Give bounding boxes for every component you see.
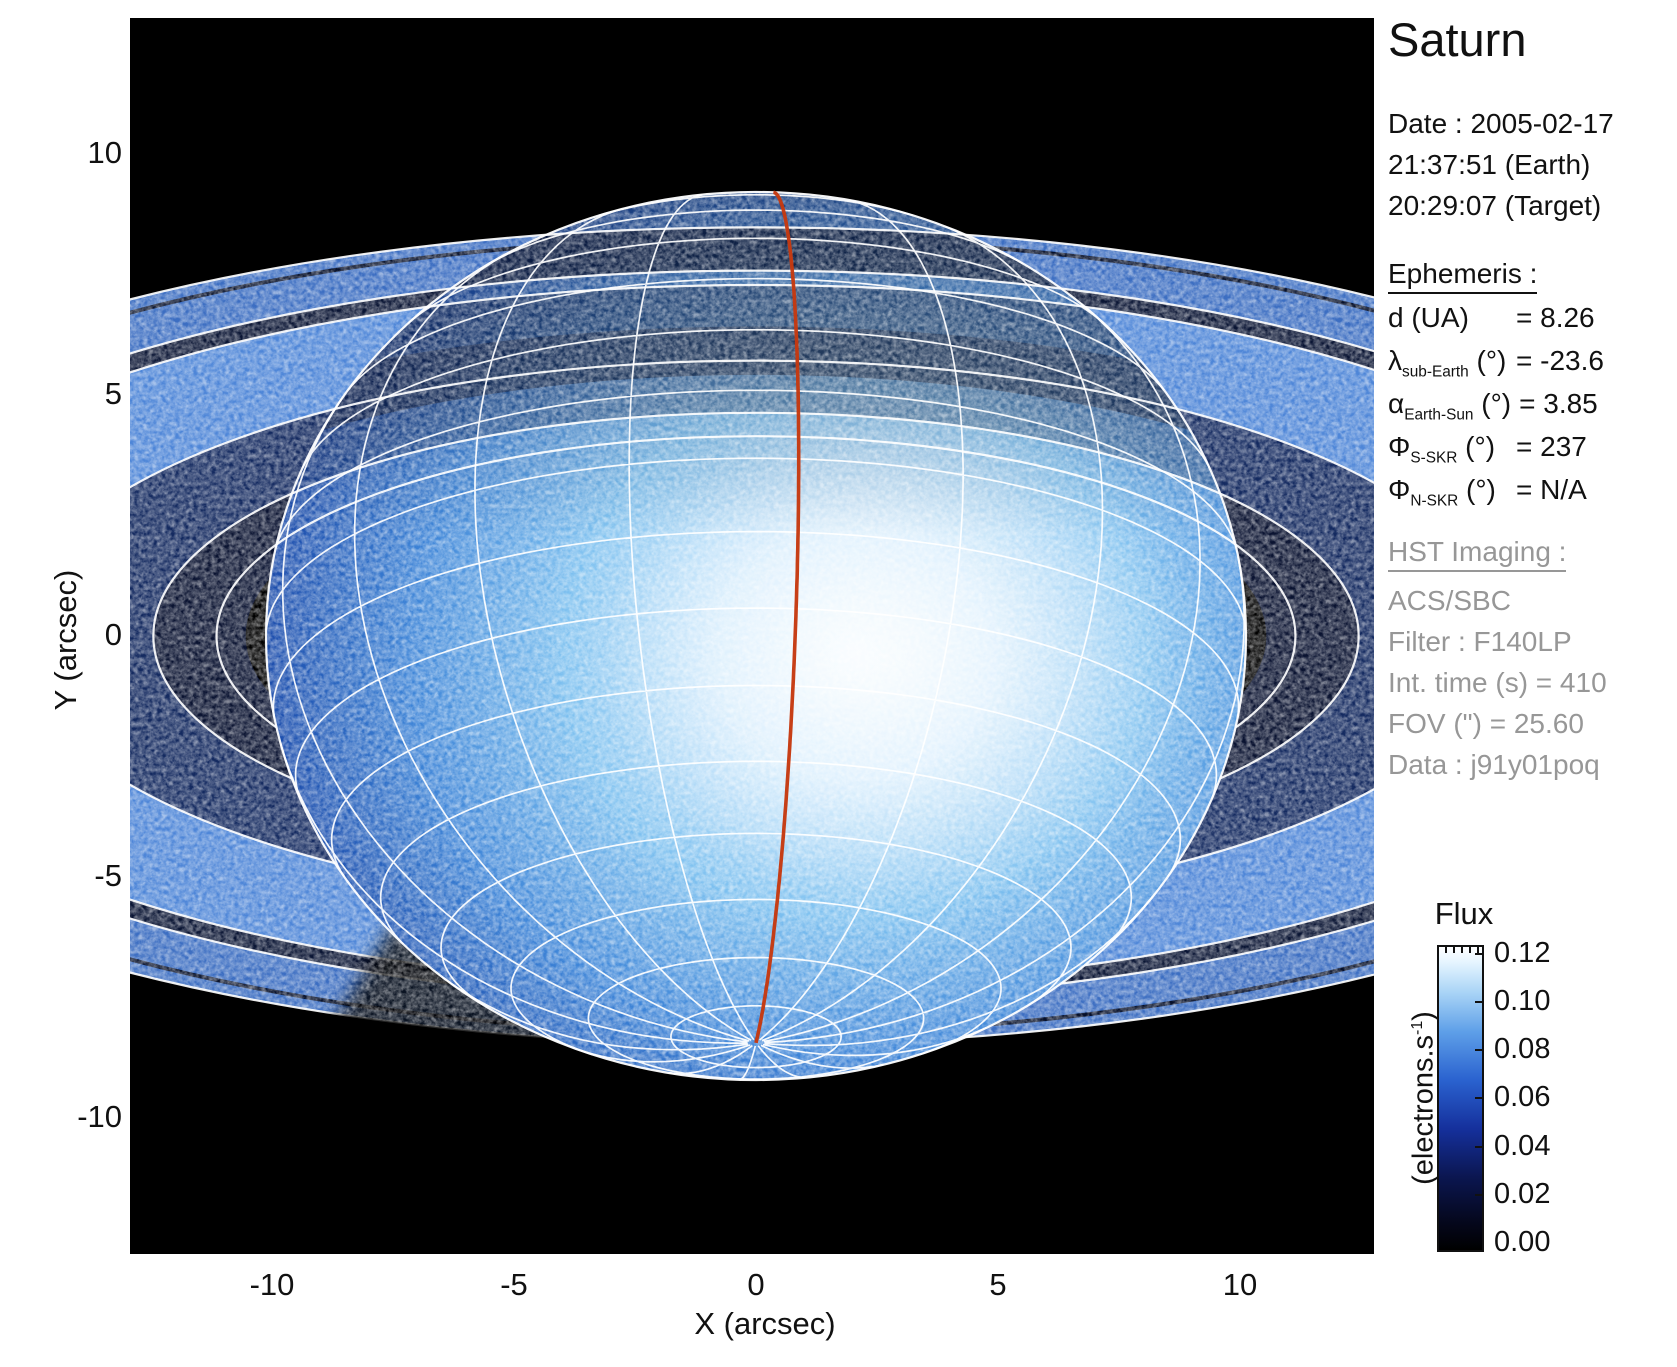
colorbar-minor-tick [1469,947,1471,953]
colorbar-minor-tick [1461,947,1463,953]
colorbar-tick-mark [1475,1001,1482,1003]
observation-datetime: Date : 2005-02-17 21:37:51 (Earth) 20:29… [1388,103,1614,226]
y-tick-label: -10 [77,1099,122,1134]
ephemeris-row-distance: d (UA) = 8.26 [1388,302,1595,333]
earth-time-line: 21:37:51 (Earth) [1388,149,1591,180]
x-tick-label: 0 [747,1267,765,1302]
x-tick-label: -5 [500,1267,528,1302]
colorbar-minor-tick [1445,947,1447,953]
colorbar-tick-label: 0.08 [1494,1033,1551,1065]
hst-imaging-heading: HST Imaging : [1388,536,1567,572]
ephemeris-heading: Ephemeris : [1388,258,1538,294]
colorbar-title: Flux [1434,896,1494,931]
colorbar-tick-mark [1475,1194,1482,1196]
x-tick-label: 10 [1222,1267,1258,1302]
ephemeris-row-n-skr-phase: ΦN-SKR (°) = N/A [1388,474,1587,510]
colorbar-tick-mark [1475,1146,1482,1148]
ephemeris-section: Ephemeris : d (UA) = 8.26 λsub-Earth (°)… [1388,258,1604,517]
colorbar-tick-label: 0.04 [1494,1130,1551,1162]
hst-fov: FOV (") = 25.60 [1388,708,1584,739]
target-time-line: 20:29:07 (Target) [1388,190,1602,221]
hst-instrument: ACS/SBC [1388,585,1511,616]
page-title: Saturn [1388,13,1527,66]
colorbar-unit-label: (electrons.s-1) [1407,1011,1440,1185]
hst-imaging-section: HST Imaging : ACS/SBC Filter : F140LP In… [1388,536,1607,785]
y-tick-label: 10 [87,135,122,170]
hst-int-time: Int. time (s) = 410 [1388,667,1607,698]
colorbar-tick-mark [1475,1097,1482,1099]
ephemeris-row-s-skr-phase: ΦS-SKR (°) = 237 [1388,431,1587,467]
saturn-image-plot [130,18,1374,1254]
ephemeris-row-subearth-latitude: λsub-Earth (°) = -23.6 [1388,345,1604,381]
colorbar-tick-label: 0.02 [1494,1178,1551,1210]
colorbar-tick-label: 0.10 [1494,985,1551,1017]
colorbar-tick-label: 0.06 [1494,1081,1551,1113]
x-tick-label: -10 [249,1267,295,1302]
colorbar-tick-mark [1475,1049,1482,1051]
y-tick-label: 5 [104,376,122,411]
colorbar-minor-tick [1453,947,1455,953]
x-axis-title: X (arcsec) [694,1306,836,1341]
colorbar-tick-label: 0.12 [1494,937,1551,969]
colorbar-tick-label: 0.00 [1494,1226,1551,1258]
hst-dataset: Data : j91y01poq [1388,749,1600,780]
y-tick-label: -5 [94,858,122,893]
colorbar-tick-mark [1475,953,1482,955]
saturn-image-canvas [130,18,1374,1254]
ephemeris-row-phase-angle: αEarth-Sun (°) = 3.85 [1388,388,1598,424]
date-line: Date : 2005-02-17 [1388,108,1614,139]
colorbar [1437,945,1484,1252]
hst-filter: Filter : F140LP [1388,626,1572,657]
y-tick-label: 0 [104,617,122,652]
colorbar-minor-tick [1477,947,1479,953]
x-tick-label: 5 [989,1267,1007,1302]
y-axis-title: Y (arcsec) [48,569,83,711]
